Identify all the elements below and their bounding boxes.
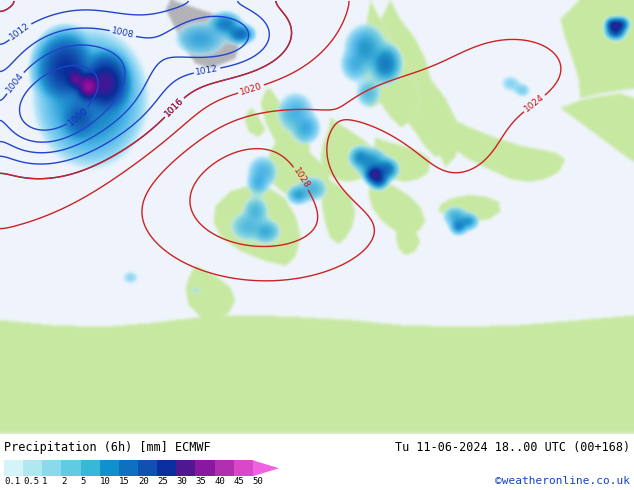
Text: 1020: 1020 <box>239 81 263 97</box>
Text: 1028: 1028 <box>292 166 311 191</box>
Bar <box>138 460 157 476</box>
Text: 1: 1 <box>42 477 48 486</box>
Bar <box>234 460 253 476</box>
Bar <box>214 460 234 476</box>
Text: 1012: 1012 <box>195 64 219 77</box>
Text: 1012: 1012 <box>8 21 32 42</box>
Text: 1024: 1024 <box>523 93 547 114</box>
Text: 1016: 1016 <box>163 96 186 119</box>
Bar <box>176 460 195 476</box>
Text: 1016: 1016 <box>163 96 186 119</box>
Text: Precipitation (6h) [mm] ECMWF: Precipitation (6h) [mm] ECMWF <box>4 441 210 454</box>
Text: 0.5: 0.5 <box>23 477 39 486</box>
Text: 1008: 1008 <box>111 26 135 40</box>
Text: 50: 50 <box>253 477 264 486</box>
Bar <box>23 460 42 476</box>
Text: 0.1: 0.1 <box>4 477 20 486</box>
Text: 5: 5 <box>81 477 86 486</box>
Text: 30: 30 <box>176 477 187 486</box>
Text: 40: 40 <box>214 477 225 486</box>
Bar <box>4 460 23 476</box>
Bar <box>100 460 119 476</box>
Bar <box>81 460 100 476</box>
Text: 45: 45 <box>234 477 245 486</box>
Polygon shape <box>253 460 279 476</box>
Text: 1004: 1004 <box>4 71 25 95</box>
Text: 25: 25 <box>157 477 168 486</box>
Bar <box>42 460 61 476</box>
Text: 20: 20 <box>138 477 149 486</box>
Bar <box>157 460 176 476</box>
Text: 2: 2 <box>61 477 67 486</box>
Bar <box>195 460 214 476</box>
Text: 15: 15 <box>119 477 129 486</box>
Bar <box>119 460 138 476</box>
Text: 10: 10 <box>100 477 110 486</box>
Text: ©weatheronline.co.uk: ©weatheronline.co.uk <box>495 476 630 486</box>
Text: Tu 11-06-2024 18..00 UTC (00+168): Tu 11-06-2024 18..00 UTC (00+168) <box>395 441 630 454</box>
Bar <box>61 460 81 476</box>
Text: 1000: 1000 <box>66 105 89 127</box>
Text: 35: 35 <box>195 477 206 486</box>
